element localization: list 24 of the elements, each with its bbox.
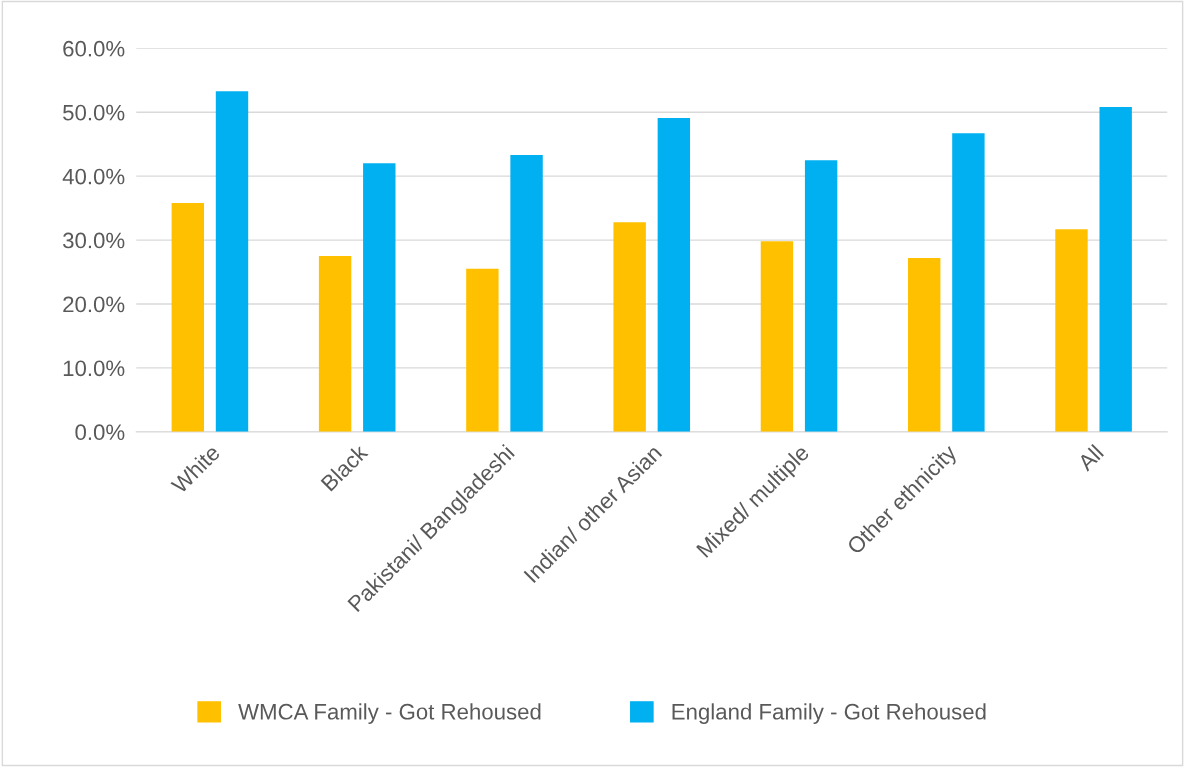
y-tick-label: 40.0% — [62, 168, 125, 185]
bar — [171, 203, 205, 432]
bar — [1099, 107, 1132, 432]
bar — [760, 241, 794, 432]
bar — [318, 256, 352, 432]
bar — [657, 117, 691, 432]
legend-label: WMCA Family - Got Rehoused — [238, 703, 541, 724]
y-tick-label: 20.0% — [63, 296, 125, 313]
bar — [466, 268, 499, 432]
bar — [804, 160, 838, 432]
x-tick-label: All — [1076, 443, 1104, 472]
bar — [215, 91, 249, 432]
y-tick-label: 60.0% — [63, 40, 125, 57]
y-tick-label: 50.0% — [63, 104, 125, 121]
y-tick-label: 10.0% — [63, 360, 125, 377]
bar — [363, 163, 396, 432]
bar — [908, 257, 941, 432]
legend-label: England Family - Got Rehoused — [672, 703, 986, 724]
bar — [510, 155, 543, 432]
bar — [952, 133, 985, 432]
bar — [1055, 229, 1088, 432]
y-tick-label: 0.0% — [75, 424, 125, 441]
y-tick-label: 30.0% — [63, 232, 125, 249]
bar — [613, 222, 646, 432]
